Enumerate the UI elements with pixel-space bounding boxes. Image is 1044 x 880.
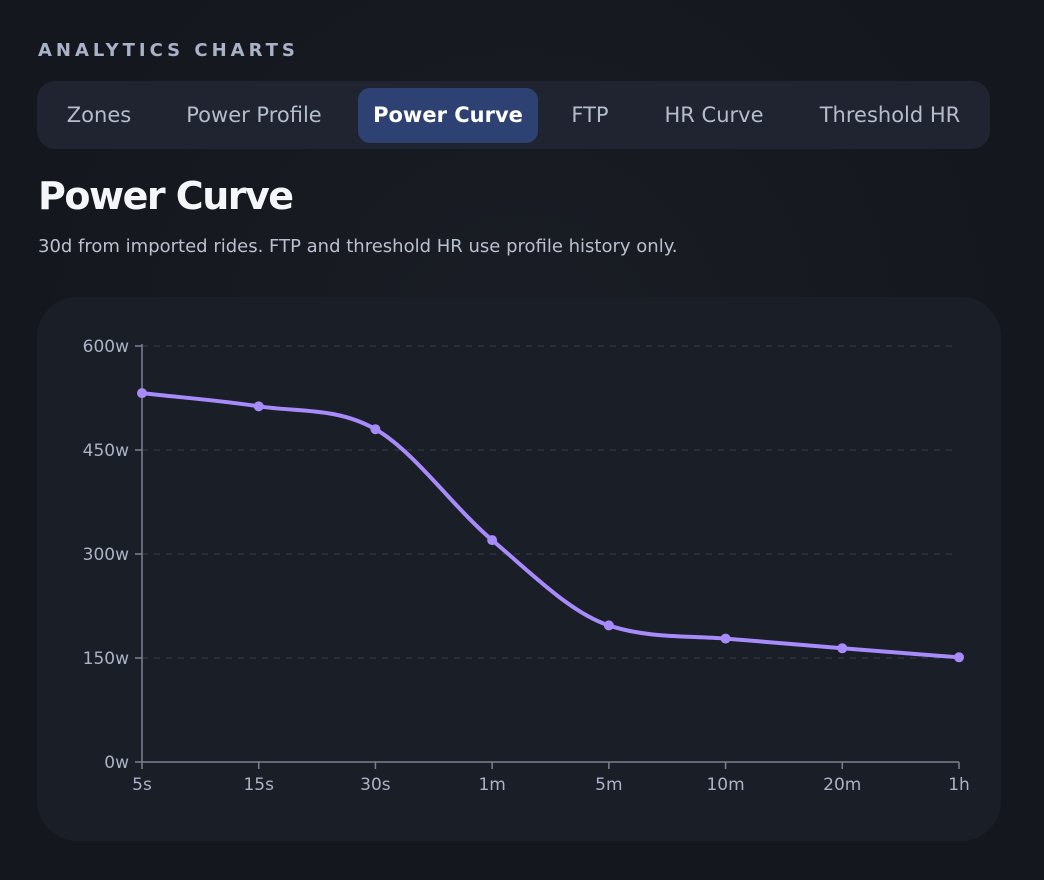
tab-power-curve[interactable]: Power Curve [358, 88, 538, 143]
series-line [140, 391, 961, 660]
x-tick-label: 30s [360, 775, 391, 795]
section-label: ANALYTICS CHARTS [38, 40, 299, 61]
tab-threshold-hr[interactable]: Threshold HR [819, 103, 961, 127]
chart-tabs: Zones Power Profile Power Curve FTP HR C… [37, 81, 990, 149]
data-point [370, 424, 381, 435]
chart-card: 0w 150w 300w 450w 600w 5s 15s 30s 1m 5m 10m 20m 1h [37, 297, 1001, 841]
y-tick-label: 0w [104, 753, 129, 773]
x-tick-label: 1m [478, 775, 505, 795]
page-title: Power Curve [38, 174, 294, 218]
y-tick-label: 600w [83, 337, 129, 357]
x-tick-label: 5s [132, 775, 152, 795]
x-tick-label: 5m [595, 775, 622, 795]
data-point [603, 620, 614, 631]
y-tick-label: 450w [83, 441, 129, 461]
x-tick-label: 20m [823, 775, 861, 795]
page-subtitle: 30d from imported rides. FTP and thresho… [38, 236, 678, 257]
data-point [954, 652, 964, 663]
data-point [137, 388, 147, 399]
x-tick-label: 1h [948, 775, 970, 795]
tab-hr-curve[interactable]: HR Curve [664, 103, 764, 127]
data-point [837, 643, 848, 654]
tab-power-profile[interactable]: Power Profile [186, 103, 322, 127]
data-point [720, 633, 731, 644]
x-tick-label: 10m [706, 775, 744, 795]
tab-ftp[interactable]: FTP [571, 103, 609, 127]
power-curve-chart: 0w 150w 300w 450w 600w 5s 15s 30s 1m 5m 10m 20m 1h [83, 337, 970, 795]
y-tick-label: 300w [83, 545, 129, 565]
y-tick-label: 150w [83, 649, 129, 669]
tab-zones[interactable]: Zones [66, 103, 132, 127]
x-tick-label: 15s [243, 775, 274, 795]
data-point [253, 401, 264, 412]
data-point [487, 535, 498, 546]
